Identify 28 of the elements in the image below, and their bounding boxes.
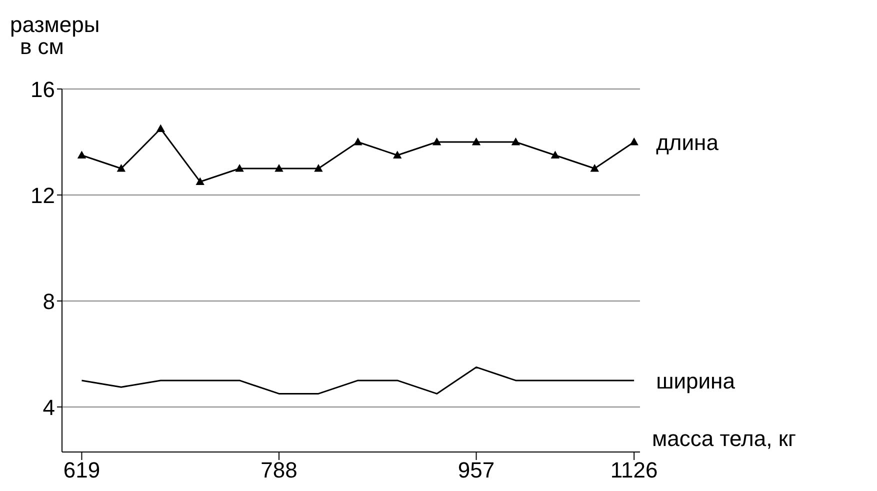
point bbox=[432, 138, 441, 146]
line-series bbox=[80, 366, 635, 394]
series-label: длина bbox=[656, 130, 720, 155]
x-axis-title: масса тела, кг bbox=[652, 426, 796, 451]
series-label: ширина bbox=[656, 368, 736, 394]
x-tick-label: 1126 bbox=[610, 458, 658, 483]
point bbox=[590, 164, 599, 172]
point bbox=[117, 164, 126, 172]
x-tick-label: 957 bbox=[458, 458, 495, 483]
point bbox=[236, 164, 244, 172]
x-tick-label: 619 bbox=[63, 458, 100, 483]
point bbox=[472, 138, 480, 146]
point bbox=[630, 138, 638, 146]
point bbox=[551, 151, 560, 159]
point bbox=[393, 151, 402, 159]
point bbox=[196, 178, 204, 186]
point bbox=[274, 164, 283, 172]
point bbox=[314, 164, 322, 172]
y-tick-label: 16 bbox=[30, 76, 55, 102]
point bbox=[78, 151, 86, 159]
point bbox=[512, 138, 520, 146]
y-tick-label: 12 bbox=[30, 182, 55, 208]
point bbox=[156, 124, 165, 132]
x-tick-label: 788 bbox=[260, 458, 298, 483]
y-tick-label: 8 bbox=[42, 288, 55, 314]
point bbox=[354, 138, 362, 146]
y-tick-label: 4 bbox=[42, 394, 55, 420]
y-axis-title: размеры в см bbox=[10, 12, 100, 59]
